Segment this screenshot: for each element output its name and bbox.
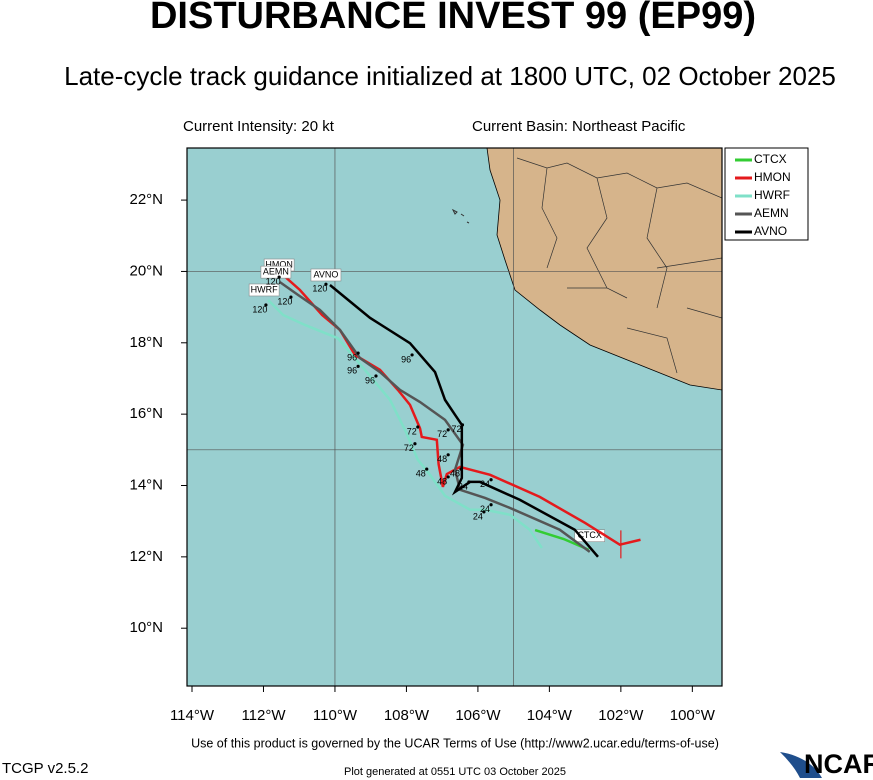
legend-label: HWRF (754, 188, 790, 202)
x-tick-label: 110°W (313, 707, 358, 724)
y-tick-label: 10°N (129, 619, 163, 636)
track-label-box (310, 268, 342, 282)
hour-dot (459, 467, 463, 471)
track (279, 281, 591, 553)
hour-dot (324, 282, 328, 286)
hour-dot (460, 423, 465, 427)
version: TCGP v2.5.2 (2, 760, 88, 777)
x-tick-label: 112°W (241, 707, 286, 724)
hour-dot (277, 275, 281, 279)
y-tick-label: 18°N (129, 334, 163, 351)
hour-label: 24 (458, 481, 468, 491)
y-tick-label: 22°N (129, 191, 163, 208)
hour-dot (482, 510, 486, 514)
legend (724, 147, 809, 241)
footer: Use of this product is governed by the U… (191, 736, 719, 750)
hour-label: 48 (437, 476, 447, 486)
hour-label: 24 (473, 511, 483, 521)
hour-dot (446, 453, 450, 457)
title: DISTURBANCE INVEST 99 (EP99) (150, 0, 756, 37)
hour-label: 120 (312, 284, 327, 294)
hour-label: 96 (365, 375, 375, 385)
logo: NCAR (804, 749, 873, 779)
legend-items: CTCX HMON HWRF AEMN AVNO (735, 152, 791, 238)
x-tick-label: 104°W (527, 707, 573, 724)
track-label-box (260, 265, 292, 279)
hour-dot (264, 303, 268, 307)
x-tick-label: 108°W (384, 707, 430, 724)
logo-mark (780, 752, 822, 778)
hour-label: 120 (277, 296, 292, 306)
hour-dot (289, 295, 293, 299)
hour-label: 48 (416, 468, 426, 478)
hour-label: 48 (437, 454, 447, 464)
track-label: AVNO (314, 269, 339, 279)
hour-dot (446, 428, 450, 432)
subtitle: Late-cycle track guidance initialized at… (64, 61, 836, 91)
basin: Current Basin: Northeast Pacific (472, 118, 686, 135)
hour-label: 24 (480, 504, 490, 514)
plot: 114°W 112°W 110°W 108°W 106°W 104°W 102°W 100°W… (129, 148, 722, 724)
y-tick-label: 16°N (129, 405, 163, 422)
hour-dot (425, 467, 429, 471)
hour-dot (489, 478, 493, 482)
hour-label: 120 (266, 277, 281, 287)
legend-label: CTCX (754, 152, 787, 166)
hour-label: 96 (401, 354, 411, 364)
y-tick-label: 12°N (129, 548, 163, 565)
track-label: HWRF (251, 284, 278, 294)
hour-label: 72 (437, 429, 447, 439)
hour-label: 120 (252, 304, 267, 314)
hour-label: 24 (480, 479, 490, 489)
map-area (187, 148, 722, 686)
frame (186, 147, 723, 687)
borders (516, 157, 722, 374)
x-tick-label: 102°W (598, 707, 644, 724)
hour-label: 72 (404, 443, 414, 453)
track-label: CTCX (577, 530, 602, 540)
land (486, 148, 722, 391)
hour-label: 96 (347, 353, 357, 363)
hour-dot (416, 425, 420, 429)
intensity: Current Intensity: 20 kt (183, 118, 335, 135)
legend-label: AEMN (754, 206, 789, 220)
track-label-box (248, 283, 280, 297)
hour-label: 72 (451, 424, 461, 434)
track-label: AEMN (263, 267, 289, 277)
x-tick-label: 100°W (670, 707, 716, 724)
x-tick-label: 114°W (170, 707, 215, 724)
hour-label: 96 (347, 366, 357, 376)
hour-dot (467, 480, 471, 484)
legend-label: HMON (754, 170, 791, 184)
track (267, 299, 543, 549)
hour-dot (413, 442, 417, 446)
hour-label: 48 (450, 468, 460, 478)
generated: Plot generated at 0551 UTC 03 October 20… (344, 766, 566, 778)
hour-dot (374, 374, 378, 378)
track (329, 284, 599, 558)
hour-dot (356, 351, 360, 355)
islands (451, 208, 470, 224)
hour-dot (489, 503, 493, 507)
hour-dot (446, 475, 450, 479)
y-tick-label: 20°N (129, 262, 163, 279)
hour-label: 72 (407, 426, 417, 436)
hour-dot (410, 353, 414, 357)
hour-dot (356, 364, 360, 368)
track-label: HMON (265, 259, 293, 269)
x-tick-label: 106°W (455, 707, 501, 724)
legend-label: AVNO (754, 224, 787, 238)
y-tick-label: 14°N (129, 476, 163, 493)
